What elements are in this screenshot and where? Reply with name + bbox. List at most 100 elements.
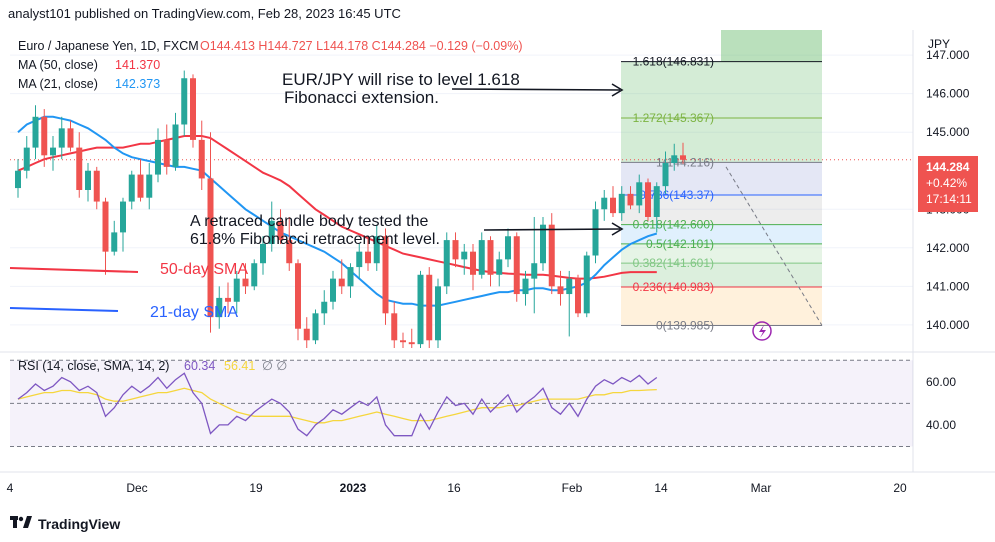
chart-area[interactable]: 1.618(146.831) 1.272(145.367) 1(144.216) 0.… (0, 30, 995, 542)
candle-body (452, 240, 459, 260)
last-price-tag: 144.284 +0.42% 17:14:11 (918, 156, 978, 212)
fibonacci-extension[interactable]: 1.618(146.831) 1.272(145.367) 1(144.216) 0.… (10, 30, 913, 332)
fib-extension-arrow (451, 88, 621, 91)
price-tick-label: 146.000 (926, 87, 970, 101)
price-tick-label: 140.000 (926, 318, 970, 332)
candle-body (58, 128, 65, 148)
candle-body (435, 286, 441, 341)
candle-body (120, 201, 126, 233)
candle-body (443, 240, 450, 287)
fib-level-label: 0.618(142.600) (633, 218, 714, 232)
time-tick-label: 20 (893, 481, 907, 495)
rsi-legend-sma-value: 56.41 (224, 359, 255, 373)
candle-body (408, 342, 415, 345)
candle-body (627, 193, 634, 206)
fib-level-label: 1.618(146.831) (633, 55, 714, 69)
candle-body (93, 170, 100, 202)
candle-body (522, 278, 529, 295)
retrace-note-line2: 61.8% Fibonacci retracement level. (190, 231, 440, 248)
last-price-change: +0.42% (926, 176, 967, 190)
candle-body (575, 278, 581, 314)
candle-body (487, 240, 494, 275)
candle-body (382, 236, 389, 314)
candle-body (41, 116, 48, 156)
candle-body (610, 197, 616, 214)
candle-body (496, 259, 503, 275)
fib-zone-band (621, 61, 822, 119)
rsi-pane[interactable]: 60.00 40.00 (10, 359, 956, 447)
fib-level-label: 0.382(141.601) (633, 256, 714, 270)
candle-body (330, 278, 336, 302)
time-tick-label: 2023 (340, 481, 367, 495)
candle-body (540, 224, 546, 264)
price-axis[interactable]: JPY 147.000146.000145.000143.000142.0001… (926, 37, 970, 332)
lightning-icon (759, 325, 766, 338)
publish-header: analyst101 published on TradingView.com,… (8, 6, 401, 21)
ma21-line (17, 115, 658, 307)
candle-body (417, 274, 424, 345)
rsi-legend-label: RSI (14, close, SMA, 14, 2) (18, 359, 169, 373)
time-tick-label: 16 (447, 481, 461, 495)
fib-level-label: 1.272(145.367) (633, 111, 714, 125)
candle-body (155, 139, 161, 175)
candle-body (618, 193, 625, 214)
candle-body (76, 147, 83, 190)
candle-body (592, 209, 599, 256)
candle-body (505, 236, 511, 260)
events-icon[interactable] (752, 321, 772, 341)
candle-body (225, 297, 231, 302)
candle-body (312, 313, 319, 341)
candle-body (548, 224, 555, 287)
candle-body (242, 278, 249, 287)
footer-brand[interactable]: TradingView (10, 515, 120, 532)
fib-zone-band (621, 118, 822, 163)
candle-body (198, 139, 205, 179)
candle-body (662, 163, 669, 187)
sma21-legend-line (9, 307, 119, 312)
rsi-legend-extra: ∅ ∅ (262, 359, 287, 373)
candle-body (338, 278, 345, 287)
grid-layer (10, 30, 914, 472)
candle-body (566, 278, 573, 295)
candle-body (15, 170, 21, 189)
candle-body (23, 147, 30, 171)
price-pane[interactable] (10, 30, 913, 350)
sma21-annotation: 21-day SMA (150, 304, 238, 321)
candle-body (137, 174, 144, 198)
candle-body (303, 328, 310, 341)
candle-body (216, 297, 223, 318)
candle-body (583, 255, 590, 314)
retrace-note-line1: A retraced candle body tested the (190, 213, 428, 230)
candle-body (111, 232, 118, 252)
ma50-legend-label: MA (50, close) (18, 58, 98, 72)
price-tick-label: 142.000 (926, 241, 970, 255)
fib-zone-band (621, 286, 822, 326)
last-price-value: 144.284 (926, 160, 970, 174)
candle-body (356, 251, 363, 268)
candle-body (67, 128, 74, 148)
candle-body (347, 267, 354, 287)
candle-body (653, 186, 660, 217)
fib-zone-band (621, 263, 822, 287)
time-tick-label: 19 (249, 481, 263, 495)
time-tick-label: Dec (126, 481, 147, 495)
candle-body (277, 220, 284, 241)
candle-body (470, 251, 476, 275)
rsi-line (17, 372, 658, 437)
time-axis[interactable]: 4 Dec 19 2023 16 Feb 14 Mar 20 (7, 481, 907, 495)
ma50-legend-value: 141.370 (115, 58, 160, 72)
fib-zone-top (721, 30, 822, 62)
sma50-legend-line (9, 267, 139, 273)
price-chart-svg[interactable]: 1.618(146.831) 1.272(145.367) 1(144.216) 0.… (0, 30, 995, 500)
candle-body (295, 263, 301, 329)
candle-body (680, 155, 686, 160)
rsi-legend-value: 60.34 (184, 359, 215, 373)
sma50-annotation: 50-day SMA (160, 261, 248, 278)
fib-zone-band (621, 224, 822, 244)
candle-body (163, 139, 170, 167)
candle-body (85, 170, 91, 190)
brand-name: TradingView (38, 515, 121, 532)
candle-body (601, 197, 608, 210)
candle-body (557, 286, 564, 295)
fib-level-label: 0.236(140.983) (633, 280, 714, 294)
